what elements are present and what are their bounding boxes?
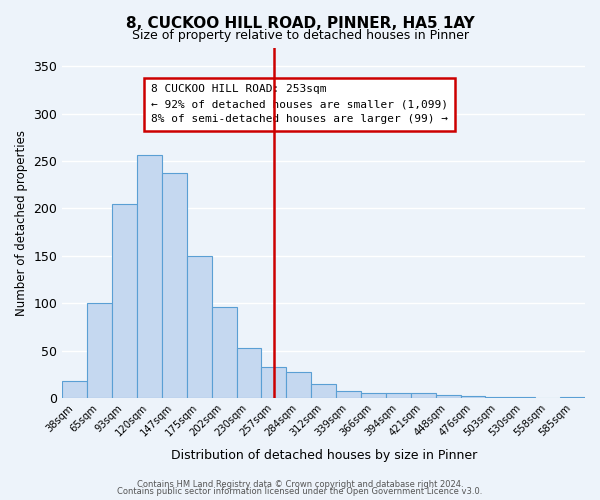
Bar — [212, 307, 236, 398]
Bar — [236, 348, 262, 398]
Bar — [87, 303, 112, 398]
Bar — [137, 154, 162, 398]
Text: 8 CUCKOO HILL ROAD: 253sqm
← 92% of detached houses are smaller (1,099)
8% of se: 8 CUCKOO HILL ROAD: 253sqm ← 92% of deta… — [151, 84, 448, 124]
Bar — [436, 395, 461, 398]
X-axis label: Distribution of detached houses by size in Pinner: Distribution of detached houses by size … — [170, 450, 477, 462]
Bar — [311, 384, 336, 398]
Bar — [511, 397, 535, 398]
Bar — [187, 256, 212, 398]
Bar — [62, 381, 87, 398]
Bar — [386, 393, 411, 398]
Bar — [286, 372, 311, 398]
Bar — [361, 393, 386, 398]
Text: 8, CUCKOO HILL ROAD, PINNER, HA5 1AY: 8, CUCKOO HILL ROAD, PINNER, HA5 1AY — [125, 16, 475, 31]
Y-axis label: Number of detached properties: Number of detached properties — [15, 130, 28, 316]
Text: Contains HM Land Registry data © Crown copyright and database right 2024.: Contains HM Land Registry data © Crown c… — [137, 480, 463, 489]
Bar — [162, 174, 187, 398]
Bar — [262, 366, 286, 398]
Bar — [112, 204, 137, 398]
Bar — [485, 397, 511, 398]
Bar — [336, 392, 361, 398]
Bar — [411, 393, 436, 398]
Bar — [461, 396, 485, 398]
Bar — [560, 397, 585, 398]
Text: Contains public sector information licensed under the Open Government Licence v3: Contains public sector information licen… — [118, 488, 482, 496]
Text: Size of property relative to detached houses in Pinner: Size of property relative to detached ho… — [131, 28, 469, 42]
